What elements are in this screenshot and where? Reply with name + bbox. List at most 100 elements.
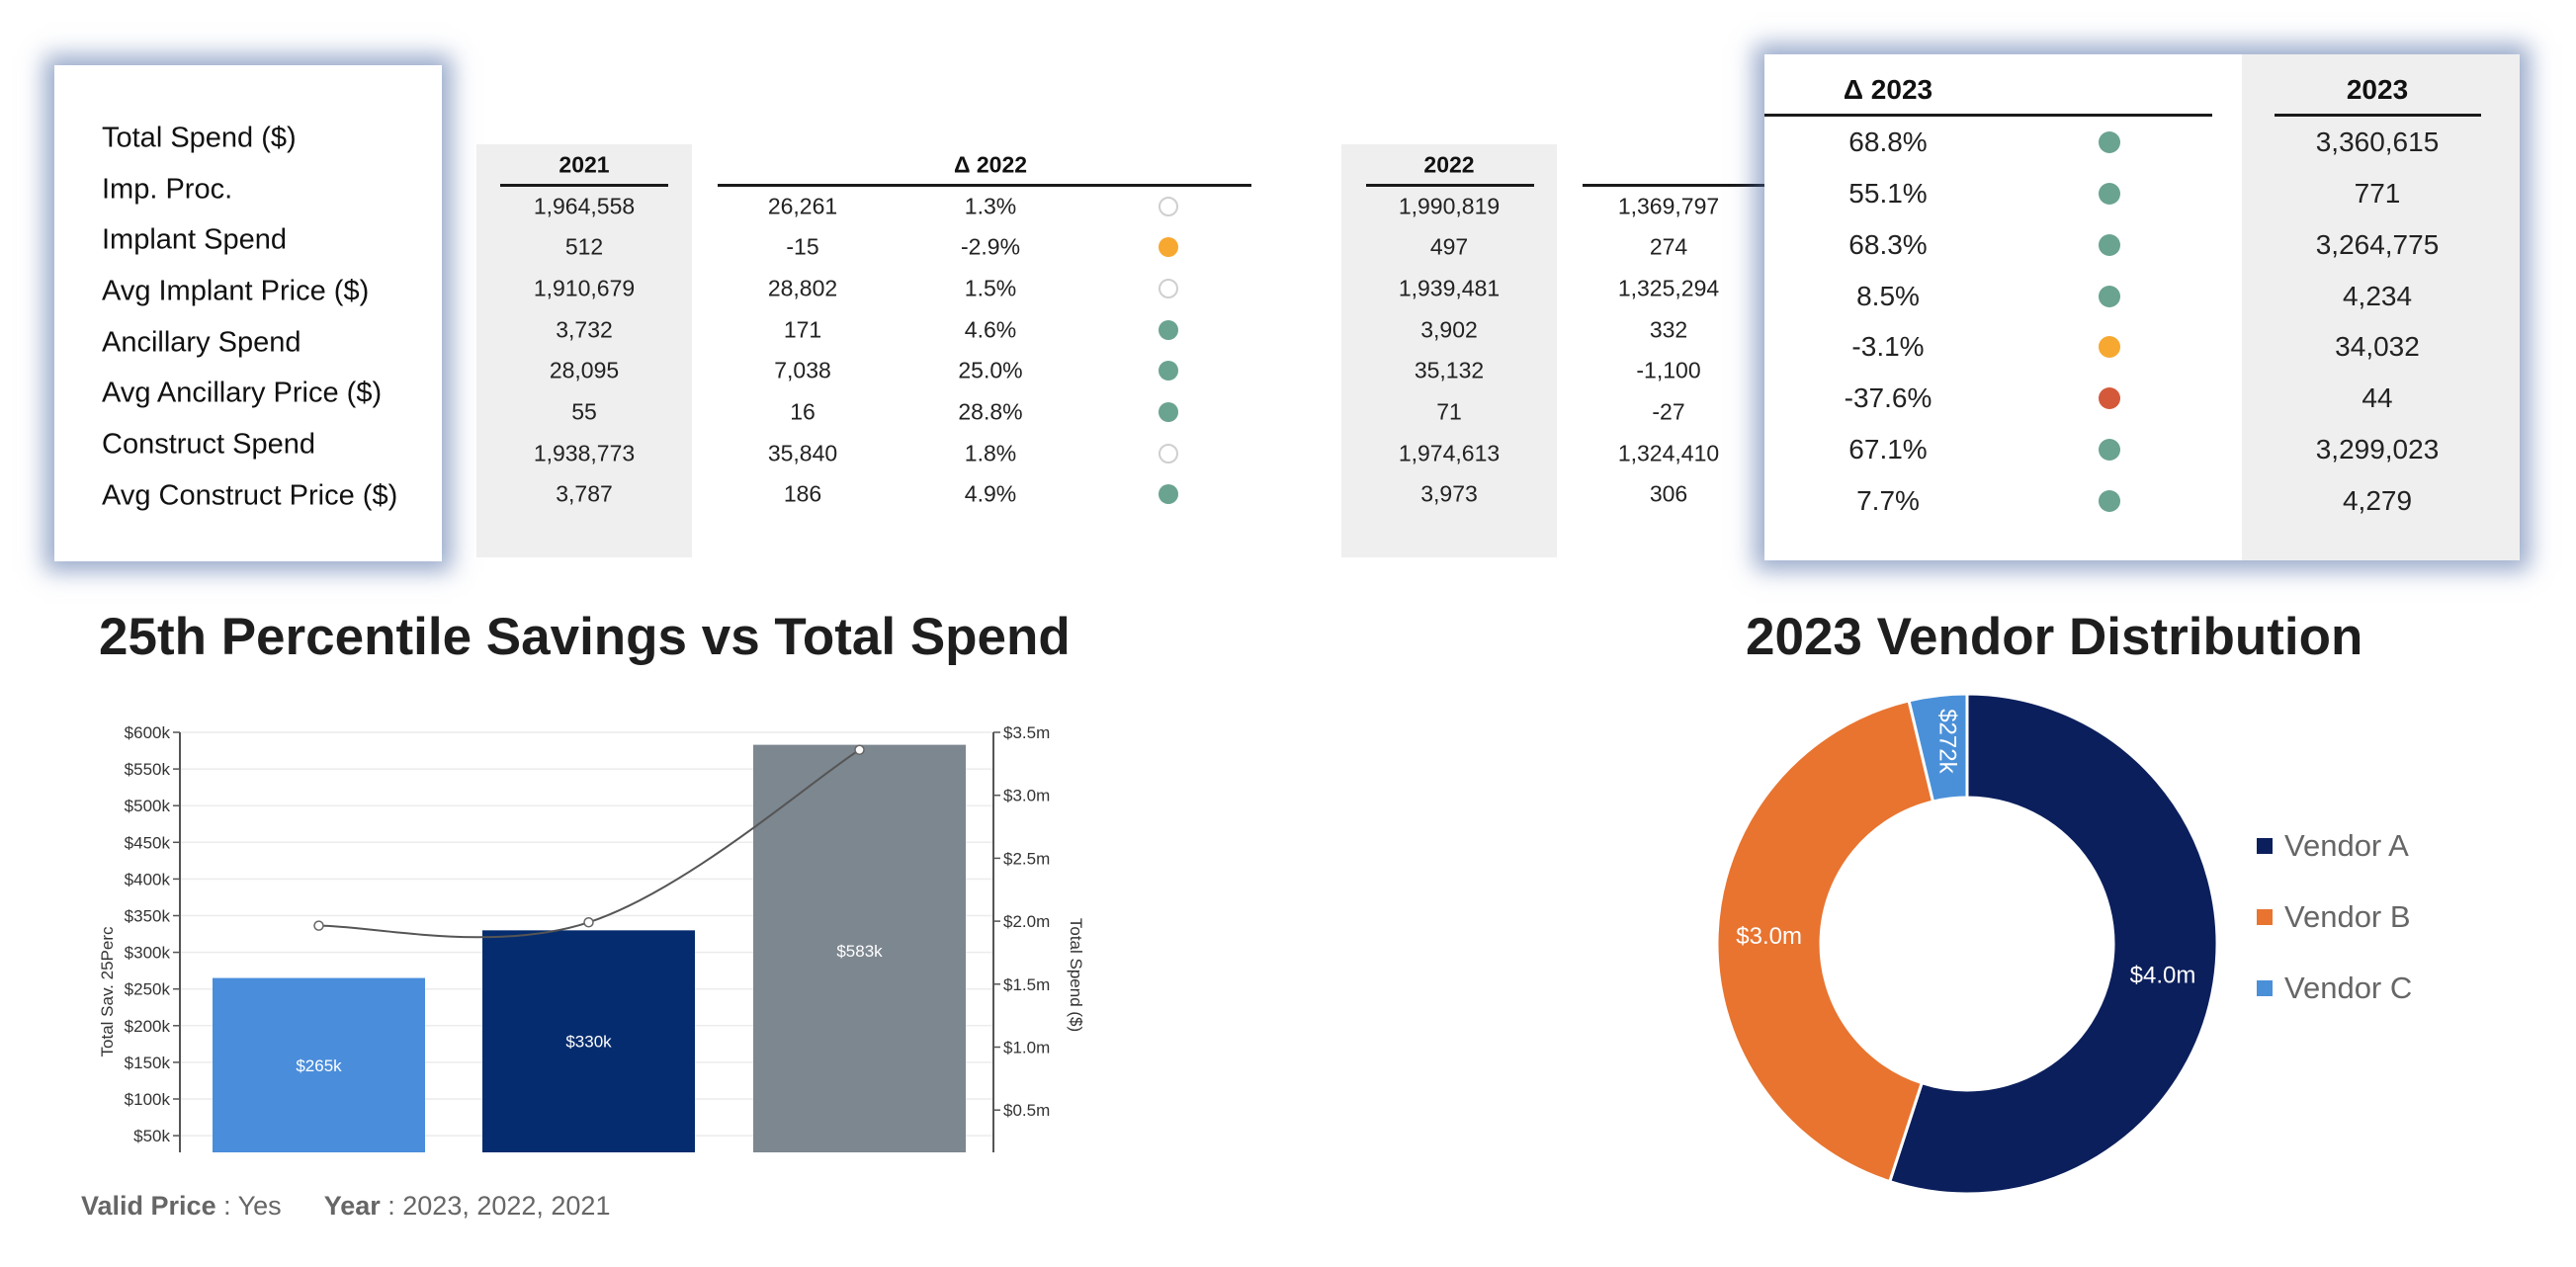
delta-2023-abs: -27 <box>1652 398 1685 425</box>
y2-tick-label: $2.0m <box>1003 912 1050 931</box>
status-dot-icon <box>2099 286 2120 307</box>
legend-item-vendor-b[interactable]: Vendor B <box>2257 899 2411 935</box>
delta-2023-pct: 68.3% <box>1848 229 1928 260</box>
metric-row-label: Implant Spend <box>102 223 288 256</box>
filter-summary: Valid Price : Yes Year : 2023, 2022, 202… <box>81 1191 610 1222</box>
donut-slice-label: $272k <box>1933 709 1960 774</box>
legend-swatch-vendor-c <box>2257 979 2273 996</box>
bar-value-label: $265k <box>296 1056 342 1075</box>
delta-2023-abs: -1,100 <box>1636 357 1701 383</box>
bar-value-label: $330k <box>565 1033 612 1052</box>
value-2022: 35,132 <box>1414 357 1485 383</box>
column-header-2022: 2022 <box>1423 151 1475 178</box>
status-dot-icon <box>2099 439 2120 461</box>
legend-label: Vendor C <box>2284 971 2413 1005</box>
y2-tick-label: $0.5m <box>1003 1101 1050 1120</box>
donut-slice-vendor-a[interactable] <box>1887 692 2219 1196</box>
status-dot-icon <box>2099 490 2120 512</box>
y2-tick-label: $2.5m <box>1003 849 1050 868</box>
value-2022: 3,973 <box>1420 480 1478 507</box>
delta-2023-underline <box>1764 114 2212 117</box>
metric-labels-card: Total Spend ($) Imp. Proc. Implant Spend Av… <box>54 65 442 561</box>
column-2023-background <box>2242 54 2520 560</box>
column-2022-background <box>1341 144 1557 557</box>
column-2021-background <box>476 144 692 557</box>
bar-line-chart: $50k $100k $150k $200k $250k $300k $350k $400k $… <box>98 723 1085 1152</box>
filter-valid-price-label: Valid Price <box>81 1191 216 1221</box>
status-dot-icon <box>1159 279 1178 298</box>
status-dot-icon <box>1159 484 1178 504</box>
value-2023: 4,234 <box>2342 281 2413 311</box>
donut-slice-vendor-b[interactable] <box>1715 699 1935 1184</box>
value-2021: 55 <box>571 398 597 425</box>
delta-2023-abs: 274 <box>1649 233 1688 260</box>
column-header-2023: 2023 <box>2346 74 2409 105</box>
legend-item-vendor-a[interactable]: Vendor A <box>2257 828 2409 864</box>
value-2021: 3,732 <box>556 316 613 343</box>
y2-axis-title: Total Spend ($) <box>1067 918 1085 1032</box>
line-point-2023 <box>854 744 865 756</box>
y2-tick-label: $1.5m <box>1003 975 1050 994</box>
delta-2022-pct: 1.5% <box>964 275 1017 301</box>
donut-slice-label: $4.0m <box>2130 962 2196 988</box>
column-header-delta-2023: Δ 2023 <box>1843 74 1933 105</box>
y-tick-label: $500k <box>125 797 171 815</box>
delta-2022-pct: 1.8% <box>964 440 1017 466</box>
value-2023: 4,279 <box>2342 485 2413 516</box>
status-dot-icon <box>1159 402 1178 422</box>
metric-row-label: Ancillary Spend <box>102 326 301 359</box>
status-dot-icon <box>2099 234 2120 256</box>
donut-slice-vendor-c[interactable] <box>1907 692 1969 803</box>
column-header-2021: 2021 <box>558 151 610 178</box>
delta-2022-underline <box>718 184 1251 187</box>
bar-value-label: $583k <box>836 942 883 961</box>
legend-label: Vendor B <box>2284 899 2411 934</box>
delta-2023-pct: 55.1% <box>1848 178 1928 209</box>
delta-2022-pct: 25.0% <box>958 357 1023 383</box>
column-header-delta-2022: Δ 2022 <box>953 151 1028 178</box>
y-tick-label: $400k <box>125 870 171 888</box>
y2-tick-label: $3.5m <box>1003 723 1050 742</box>
value-2021: 1,910,679 <box>533 275 636 301</box>
value-2023: 3,360,615 <box>2315 127 2440 157</box>
value-2023: 3,264,775 <box>2315 229 2440 260</box>
y-tick-label: $150k <box>125 1054 171 1072</box>
filter-year-value: : 2023, 2022, 2021 <box>380 1191 611 1221</box>
value-2022: 1,990,819 <box>1398 193 1501 219</box>
filter-valid-price-value: : Yes <box>215 1191 282 1221</box>
legend-label: Vendor A <box>2284 828 2409 863</box>
value-2021: 28,095 <box>549 357 620 383</box>
y-tick-label: $300k <box>125 944 171 963</box>
delta-2022-pct: 28.8% <box>958 398 1023 425</box>
delta-2023-pct: 67.1% <box>1848 434 1928 465</box>
metric-row-label: Avg Ancillary Price ($) <box>102 377 383 409</box>
delta-2023-abs: 1,369,797 <box>1617 193 1720 219</box>
value-2021: 1,938,773 <box>533 440 636 466</box>
y-tick-label: $550k <box>125 760 171 779</box>
y-tick-label: $200k <box>125 1017 171 1036</box>
delta-2023-pct: 8.5% <box>1856 281 1920 311</box>
delta-2023-pct: 7.7% <box>1856 485 1920 516</box>
delta-2022-abs: 35,840 <box>767 440 838 466</box>
delta-2022-abs: 28,802 <box>767 275 838 301</box>
delta-2023-pct: -37.6% <box>1844 382 1932 413</box>
status-dot-icon <box>1159 444 1178 464</box>
value-2021: 1,964,558 <box>533 193 636 219</box>
filter-year-label: Year <box>323 1191 381 1221</box>
value-2021: 512 <box>564 233 604 260</box>
value-2022: 71 <box>1436 398 1462 425</box>
y-tick-label: $50k <box>133 1127 170 1145</box>
status-dot-icon <box>2099 387 2120 409</box>
metric-row-label: Avg Construct Price ($) <box>102 479 398 512</box>
value-2022: 3,902 <box>1420 316 1478 343</box>
y-axis-title: Total Sav. 25Perc <box>98 926 117 1056</box>
status-dot-icon <box>2099 131 2120 153</box>
y2-tick-label: $1.0m <box>1003 1039 1050 1057</box>
status-dot-icon <box>1159 320 1178 340</box>
bar-2022 <box>482 930 695 1152</box>
delta-2023-abs: 1,324,410 <box>1617 440 1720 466</box>
donut-slice-label: $3.0m <box>1736 923 1802 950</box>
delta-2023-abs: 332 <box>1649 316 1688 343</box>
legend-item-vendor-c[interactable]: Vendor C <box>2257 971 2412 1006</box>
delta-2023-abs: 1,325,294 <box>1617 275 1720 301</box>
